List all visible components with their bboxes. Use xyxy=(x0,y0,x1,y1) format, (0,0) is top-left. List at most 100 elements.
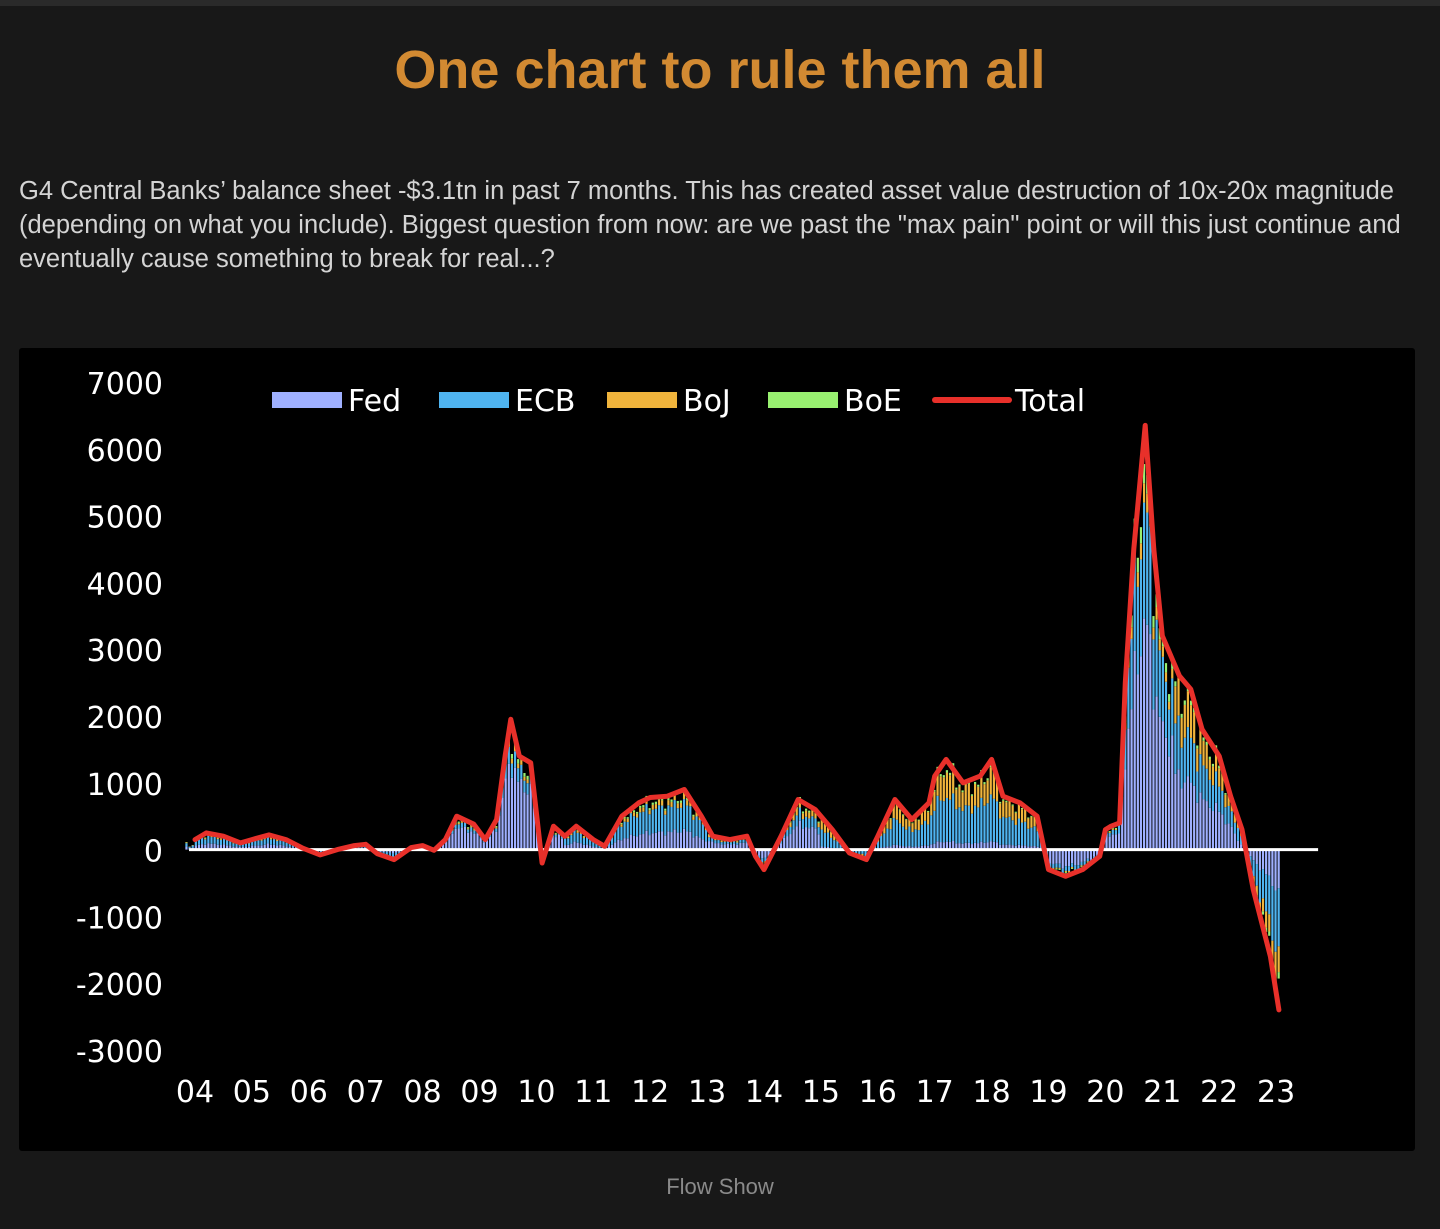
bar-fed xyxy=(1083,849,1086,862)
bar-boe xyxy=(620,822,623,825)
bar-boe xyxy=(1164,663,1168,673)
bar-fed xyxy=(1186,776,1190,850)
bar-boj xyxy=(1158,639,1161,651)
bar-fed xyxy=(1265,849,1268,875)
y-tick-label: 7000 xyxy=(87,367,163,402)
bar-ecb xyxy=(898,823,902,846)
bar-ecb xyxy=(905,829,908,847)
bar-fed xyxy=(723,844,726,850)
bar-ecb xyxy=(980,797,983,842)
bar-boj xyxy=(1086,861,1089,863)
bar-boj xyxy=(673,794,676,801)
bar-boj xyxy=(695,812,698,817)
bar-ecb xyxy=(617,825,620,840)
bar-fed xyxy=(592,846,595,850)
bar-ecb xyxy=(1083,861,1086,865)
bar-boj xyxy=(1208,759,1211,780)
bar-fed xyxy=(488,836,492,850)
chart-svg: 7000 6000 5000 4000 3000 2000 1000 0 -1000 -2000 -… xyxy=(76,367,1319,1110)
bar-fed xyxy=(395,849,398,853)
bar-boj xyxy=(898,810,902,824)
bar-ecb xyxy=(589,839,592,846)
bar-fed xyxy=(1211,811,1215,850)
bar-ecb xyxy=(185,843,188,847)
bar-ecb xyxy=(917,830,920,847)
bar-boe xyxy=(939,774,942,777)
bar-boe xyxy=(1183,700,1186,705)
bar-ecb xyxy=(626,822,629,839)
bar-fed xyxy=(1171,735,1174,850)
bar-ecb xyxy=(933,810,936,844)
bar-ecb xyxy=(523,780,526,793)
bar-fed xyxy=(1114,834,1118,850)
bar-fed xyxy=(1002,844,1005,850)
bar-ecb xyxy=(908,826,911,847)
bar-fed xyxy=(582,844,586,850)
bar-fed xyxy=(1017,844,1021,850)
bar-ecb xyxy=(1180,747,1183,789)
bar-ecb xyxy=(717,840,720,844)
bar-ecb xyxy=(1271,886,1274,941)
bar-fed xyxy=(263,844,266,850)
bar-ecb xyxy=(948,799,952,842)
bar-fed xyxy=(801,828,805,850)
bar-fed xyxy=(441,844,445,850)
bar-boe xyxy=(801,811,805,814)
bar-fed xyxy=(1133,650,1136,850)
bar-ecb xyxy=(955,809,958,844)
bar-ecb xyxy=(567,838,570,845)
x-tick-label: 09 xyxy=(460,1075,498,1110)
bar-ecb xyxy=(886,828,889,847)
y-tick-label: 1000 xyxy=(87,768,163,803)
bar-fed xyxy=(567,844,570,850)
bar-boe xyxy=(817,821,820,823)
bar-boj xyxy=(1108,831,1111,833)
bar-fed xyxy=(1149,634,1152,850)
bar-ecb xyxy=(820,829,823,847)
bar-ecb xyxy=(257,840,260,846)
bar-boj xyxy=(582,836,586,838)
bar-boe xyxy=(526,775,529,780)
bar-boj xyxy=(232,842,235,844)
bar-ecb xyxy=(222,838,226,845)
bar-boj xyxy=(620,824,623,827)
bar-boj xyxy=(930,798,933,816)
bar-ecb xyxy=(902,826,905,847)
bar-ecb xyxy=(1117,825,1121,834)
bar-fed xyxy=(254,845,257,850)
bar-ecb xyxy=(830,837,833,848)
bar-boj xyxy=(686,800,689,806)
bar-fed xyxy=(933,843,936,850)
bar-fed xyxy=(529,783,532,850)
bar-boe xyxy=(948,772,952,776)
bar-ecb xyxy=(851,850,855,853)
bar-boj xyxy=(911,823,914,833)
bar-boj xyxy=(1261,898,1265,912)
bar-ecb xyxy=(1024,821,1027,846)
bar-boj xyxy=(1136,572,1139,587)
bar-boe xyxy=(692,814,695,817)
bar-fed xyxy=(983,842,986,850)
bar-fed xyxy=(795,826,798,850)
bar-fed xyxy=(1033,846,1036,850)
bar-boj xyxy=(707,834,711,838)
bar-boj xyxy=(263,838,266,840)
bar-boe xyxy=(623,816,626,819)
bar-fed xyxy=(1205,801,1208,850)
bar-boj xyxy=(886,818,889,829)
bar-ecb xyxy=(895,819,898,845)
bar-fed xyxy=(1255,849,1258,865)
bar-boj xyxy=(1161,646,1164,657)
bar-fed xyxy=(792,829,795,850)
bar-fed xyxy=(1124,769,1127,850)
bar-boj xyxy=(923,806,927,821)
bar-fed xyxy=(714,843,717,850)
bar-ecb xyxy=(967,805,970,843)
bar-fed xyxy=(789,834,792,850)
legend-label-boj: BoJ xyxy=(683,384,731,419)
bar-fed xyxy=(661,831,664,850)
bar-fed xyxy=(967,842,970,850)
bar-ecb xyxy=(573,830,576,842)
bar-fed xyxy=(761,849,764,859)
bar-fed xyxy=(1111,834,1114,850)
